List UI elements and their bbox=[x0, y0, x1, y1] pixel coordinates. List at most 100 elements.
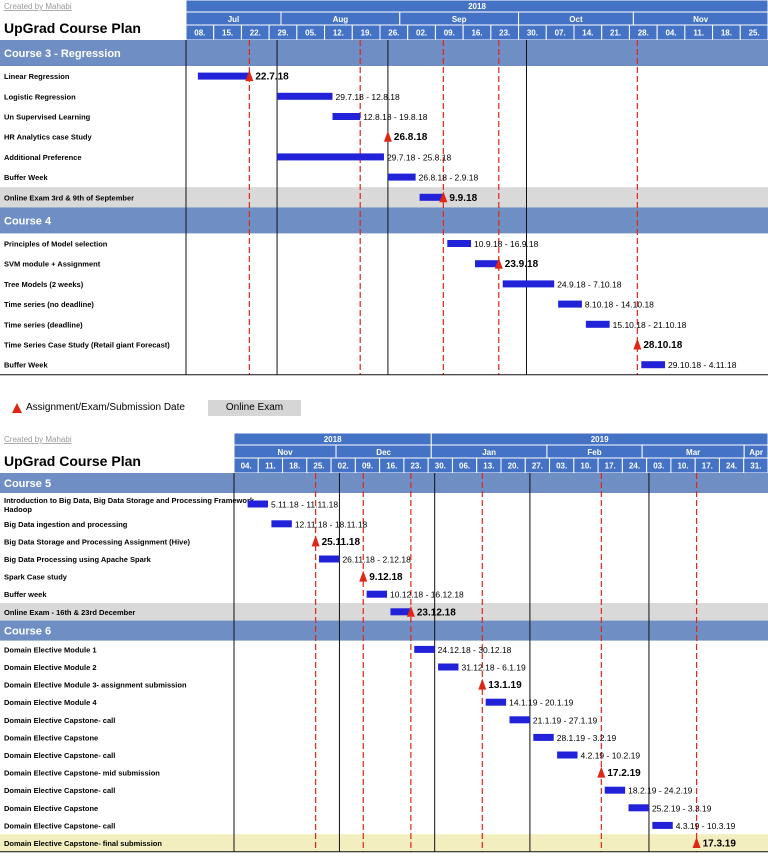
marker-triangle-icon bbox=[383, 130, 392, 142]
task-bar bbox=[641, 361, 666, 369]
date-label: 4.3.19 - 10.3.19 bbox=[676, 821, 736, 831]
week-tick-label: 02. bbox=[338, 462, 349, 471]
marker-triangle-icon bbox=[494, 257, 503, 269]
week-tick-label: 23. bbox=[410, 462, 421, 471]
task-label: Introduction to Big Data, Big Data Stora… bbox=[4, 496, 257, 505]
date-label: 17.2.19 bbox=[607, 768, 641, 779]
task-bar bbox=[366, 590, 388, 598]
date-label: 8.10.18 - 14.10.18 bbox=[585, 300, 654, 310]
month-label: Nov bbox=[693, 15, 709, 24]
week-tick-label: 04. bbox=[665, 29, 676, 38]
date-label: 10.9.18 - 16.9.18 bbox=[474, 239, 539, 249]
task-label: Big Data Storage and Processing Assignme… bbox=[4, 537, 191, 546]
task-bar bbox=[271, 520, 292, 528]
task-label: Domain Elective Capstone bbox=[4, 804, 98, 813]
marker-triangle-icon bbox=[245, 70, 254, 82]
chart-title: UpGrad Course Plan bbox=[4, 20, 141, 36]
task-bar bbox=[558, 300, 582, 308]
week-tick-label: 20. bbox=[508, 462, 519, 471]
task-label: Domain Elective Capstone- final submissi… bbox=[4, 839, 162, 848]
marker-triangle-icon bbox=[406, 605, 415, 617]
date-label: 12.11.18 - 18.11.18 bbox=[295, 519, 368, 529]
date-label: 9.9.18 bbox=[449, 193, 477, 204]
month-label: Jan bbox=[482, 448, 496, 457]
task-label: Big Data Processing using Apache Spark bbox=[4, 555, 152, 564]
task-bar bbox=[585, 320, 610, 328]
task-bar bbox=[332, 113, 361, 120]
date-label: 26.8.18 - 2.9.18 bbox=[419, 173, 479, 183]
task-label: Buffer Week bbox=[4, 173, 48, 182]
task-bar bbox=[604, 786, 626, 794]
date-label: 25.2.19 - 3.3.19 bbox=[652, 803, 712, 813]
legend-online-exam: Online Exam bbox=[208, 400, 301, 416]
week-tick-label: 26. bbox=[388, 29, 399, 38]
section-header bbox=[0, 620, 768, 641]
month-label: Mar bbox=[686, 448, 700, 457]
task-label: Logistic Regression bbox=[4, 92, 76, 101]
year-label: 2019 bbox=[591, 435, 609, 444]
date-label: 24.9.18 - 7.10.18 bbox=[557, 279, 622, 289]
week-tick-label: 13. bbox=[483, 462, 494, 471]
date-label: 9.12.18 bbox=[369, 572, 403, 583]
week-tick-label: 27. bbox=[532, 462, 543, 471]
month-label: Sep bbox=[452, 15, 467, 24]
week-tick-label: 10. bbox=[677, 462, 688, 471]
exam-row-highlight bbox=[0, 187, 768, 208]
task-bar bbox=[533, 733, 554, 741]
task-label: Time Series Case Study (Retail giant For… bbox=[4, 341, 170, 350]
task-bar bbox=[319, 555, 340, 563]
date-label: 25.11.18 bbox=[322, 537, 361, 548]
month-label: Jul bbox=[228, 15, 240, 24]
week-tick-label: 16. bbox=[386, 462, 397, 471]
credit-text: Created by Mahabi bbox=[4, 435, 72, 444]
week-tick-label: 22. bbox=[250, 29, 261, 38]
task-label: Linear Regression bbox=[4, 72, 70, 81]
date-label: 28.1.19 - 3.2.19 bbox=[557, 733, 617, 743]
marker-triangle-icon bbox=[439, 191, 448, 203]
date-label: 31.12.18 - 6.1.19 bbox=[461, 663, 526, 673]
credit-text: Created by Mahabi bbox=[4, 2, 72, 11]
week-tick-label: 07. bbox=[555, 29, 566, 38]
date-label: 10.12.18 - 16.12.18 bbox=[390, 590, 464, 600]
task-label: Tree Models (2 weeks) bbox=[4, 280, 84, 289]
marker-triangle-icon bbox=[597, 766, 606, 778]
section-title: Course 3 - Regression bbox=[4, 48, 121, 60]
week-tick-label: 18. bbox=[289, 462, 300, 471]
week-tick-label: 17. bbox=[702, 462, 713, 471]
task-label: Un Supervised Learning bbox=[4, 113, 91, 122]
date-label: 21.1.19 - 27.1.19 bbox=[533, 715, 598, 725]
task-label: Domain Elective Capstone- call bbox=[4, 786, 115, 795]
year-label: 2018 bbox=[468, 2, 486, 11]
month-label: Dec bbox=[376, 448, 391, 457]
section-header bbox=[0, 473, 768, 493]
task-bar bbox=[390, 608, 411, 616]
task-label: Domain Elective Module 1 bbox=[4, 645, 97, 654]
task-label: SVM module + Assignment bbox=[4, 260, 101, 269]
week-tick-label: 16. bbox=[471, 29, 482, 38]
week-tick-label: 15. bbox=[222, 29, 233, 38]
year-label: 2018 bbox=[324, 435, 342, 444]
week-tick-label: 06. bbox=[459, 462, 470, 471]
date-label: 26.11.18 - 2.12.18 bbox=[342, 555, 411, 565]
week-tick-label: 17. bbox=[605, 462, 616, 471]
week-tick-label: 21. bbox=[610, 29, 621, 38]
date-label: 26.8.18 bbox=[394, 132, 428, 143]
marker-triangle-icon bbox=[359, 570, 368, 582]
week-tick-label: 30. bbox=[527, 29, 538, 38]
task-bar bbox=[387, 173, 416, 181]
section-header bbox=[0, 40, 768, 66]
week-tick-label: 11. bbox=[693, 29, 704, 38]
date-label: 18.2.19 - 24.2.19 bbox=[628, 786, 693, 796]
section-header bbox=[0, 207, 768, 234]
week-tick-label: 18. bbox=[721, 29, 732, 38]
month-label: Feb bbox=[587, 448, 601, 457]
task-label: Additional Preference bbox=[4, 153, 82, 162]
week-tick-label: 24. bbox=[726, 462, 737, 471]
week-tick-label: 10. bbox=[580, 462, 591, 471]
week-tick-label: 08. bbox=[194, 29, 205, 38]
task-label: Domain Elective Module 3- assignment sub… bbox=[4, 681, 187, 690]
task-bar bbox=[509, 716, 530, 724]
task-label: Buffer Week bbox=[4, 361, 48, 370]
task-label: Domain Elective Module 2 bbox=[4, 663, 97, 672]
